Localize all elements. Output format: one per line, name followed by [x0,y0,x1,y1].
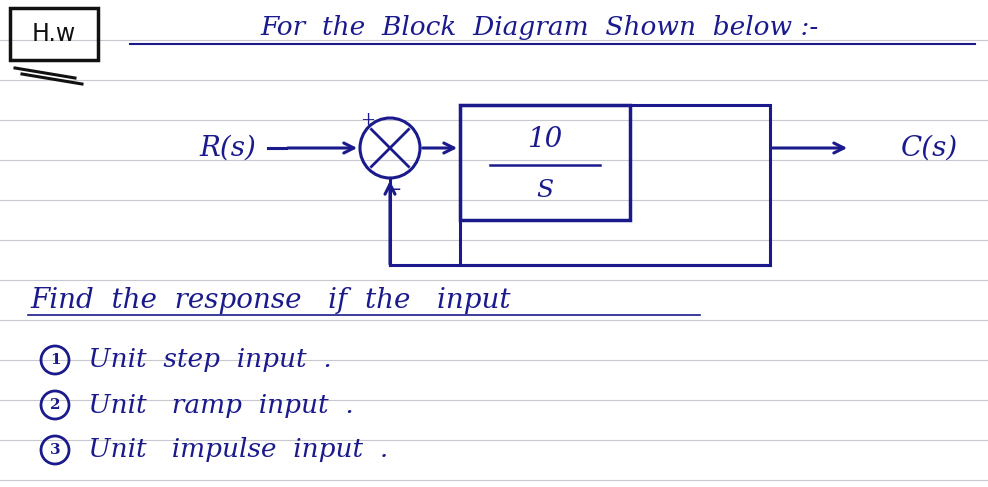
Text: R(s): R(s) [200,134,257,162]
Text: 3: 3 [49,443,60,457]
Text: 1: 1 [49,353,60,367]
Bar [460,105,630,220]
Text: Unit   impulse  input  .: Unit impulse input . [80,437,388,463]
Bar [10,8,98,60]
Text: Unit  step  input  .: Unit step input . [80,348,332,373]
Text: +: + [361,111,375,129]
Text: −: − [385,181,402,199]
Text: 10: 10 [528,126,562,153]
Text: Find  the  response   if  the   input: Find the response if the input [30,286,511,314]
Bar [460,105,770,265]
Text: C(s): C(s) [901,134,958,162]
Text: H.w: H.w [32,22,76,46]
Text: 2: 2 [49,398,60,412]
Text: For  the  Block  Diagram  Shown  below :-: For the Block Diagram Shown below :- [261,16,819,40]
Text: S: S [536,179,553,202]
Text: Unit   ramp  input  .: Unit ramp input . [80,393,354,417]
